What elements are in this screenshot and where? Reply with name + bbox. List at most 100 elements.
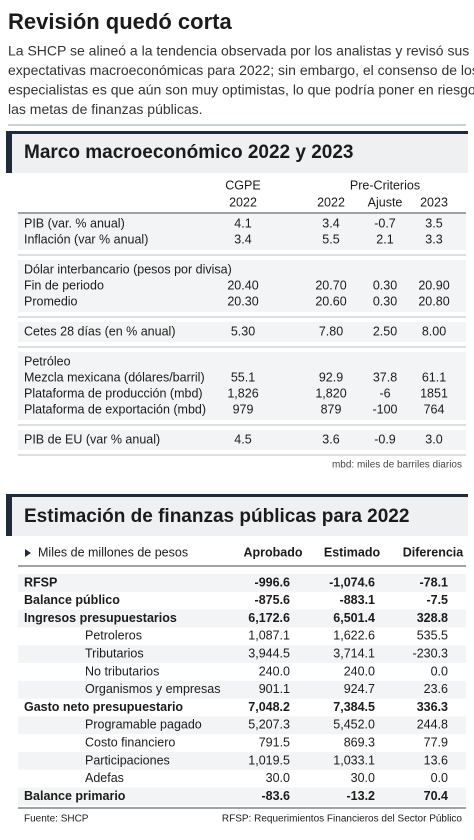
cell: 240.0 [344,664,375,678]
column-header: Estimado [324,545,381,559]
cell: 61.1 [422,370,446,384]
table2-heading-rule [6,494,468,497]
cell: 328.8 [417,611,448,625]
cell: 924.7 [344,682,375,696]
cell: -883.1 [340,593,375,607]
cell: 3,944.5 [248,646,290,660]
cell: -875.6 [255,593,290,607]
cell: 13.6 [424,753,448,767]
intro-line: especialistas es que aún son muy optimis… [8,82,474,98]
row-label: Participaciones [85,753,170,767]
column-header: CGPE [225,178,260,192]
cell: -78.1 [420,575,449,589]
row-label: Plataforma de producción (mbd) [24,386,203,400]
unit-marker [25,549,31,557]
footer-note: RFSP: Requerimientos Financieros del Sec… [222,814,463,825]
row-label: Adefas [85,771,124,785]
cell: 1851 [420,386,448,400]
cell: 5,207.3 [248,718,290,732]
row-label: Plataforma de exportación (mbd) [24,402,206,416]
row-label: Programable pagado [85,718,202,732]
cell: 77.9 [424,735,448,749]
cell: 20.60 [315,294,346,308]
table1-note: mbd: miles de barriles diarios [332,460,462,471]
cell: 5.30 [231,324,255,338]
cell: 3.6 [322,432,339,446]
cell: 0.0 [431,664,448,678]
title: Revisión quedó corta [8,9,232,34]
cell: 0.30 [373,294,397,308]
cell: 4.5 [234,432,251,446]
cell: 3,714.1 [333,646,375,660]
cell: -996.6 [255,575,290,589]
cell: 764 [424,402,445,416]
row-label: Balance público [24,593,120,607]
cell: 8.00 [422,324,446,338]
column-header: Aprobado [243,545,302,559]
table1-heading-bar [6,131,12,173]
cell: 3.5 [425,216,442,230]
row-label: Promedio [24,294,78,308]
table2-heading-bg [6,494,468,536]
cell: -83.6 [262,789,291,803]
cell: -0.7 [374,216,396,230]
cell: 5,452.0 [333,718,375,732]
row-label: Organismos y empresas [85,682,220,696]
cell: 2.1 [376,232,393,246]
cell: 20.30 [227,294,258,308]
cell: 20.40 [227,278,258,292]
cell: 979 [233,402,254,416]
table1-title: Marco macroeconómico 2022 y 2023 [24,142,354,163]
row-label: Gasto neto presupuestario [24,700,183,714]
cell: 30.0 [266,771,290,785]
cell: -100 [372,402,397,416]
cell: 0.30 [373,278,397,292]
cell: 3.4 [322,216,339,230]
intro-line: las metas de finanzas públicas. [8,101,203,117]
table2-title: Estimación de finanzas públicas para 202… [24,506,409,527]
cell: 879 [321,402,342,416]
cell: 3.0 [425,432,442,446]
row-bg [18,645,466,663]
table2-heading-bar [6,494,12,536]
cell: 55.1 [231,370,255,384]
cell: 6,501.4 [333,611,375,625]
row-bg [18,574,466,592]
column-header: 2022 [229,195,257,209]
cell: 2.50 [373,324,397,338]
cell: 1,087.1 [248,629,290,643]
cell: 3.4 [234,232,251,246]
section-bg [18,322,466,342]
cell: 3.3 [425,232,442,246]
cell: 7,048.2 [248,700,290,714]
row-label: Inflación (var % anual) [24,232,148,246]
row-bg [18,609,466,628]
cell: 7,384.5 [333,700,375,714]
cell: 336.3 [417,700,448,714]
cell: 901.1 [259,682,290,696]
row-bg [18,787,466,806]
section-bg [18,214,466,250]
cell: 5.5 [322,232,339,246]
cell: 1,033.1 [333,753,375,767]
column-header: 2023 [420,195,448,209]
cell: 1,622.6 [333,629,375,643]
cell: 1,820 [315,386,346,400]
row-label: PIB (var. % anual) [24,216,125,230]
cell: 23.6 [424,682,448,696]
row-label: Petróleo [24,354,71,368]
cell: 7.80 [319,324,343,338]
cell: 20.90 [418,278,449,292]
section-bg [18,352,466,420]
intro-line: expectativas macroeconómicas para 2022; … [8,62,474,78]
row-label: Tributarios [85,646,144,660]
row-label: PIB de EU (var % anual) [24,432,160,446]
table1-heading-rule [6,131,468,134]
cell: 1,826 [227,386,258,400]
cell: 1,019.5 [248,753,290,767]
cell: 6,172.6 [248,611,290,625]
cell: -7.5 [426,593,448,607]
cell: -13.2 [347,789,376,803]
